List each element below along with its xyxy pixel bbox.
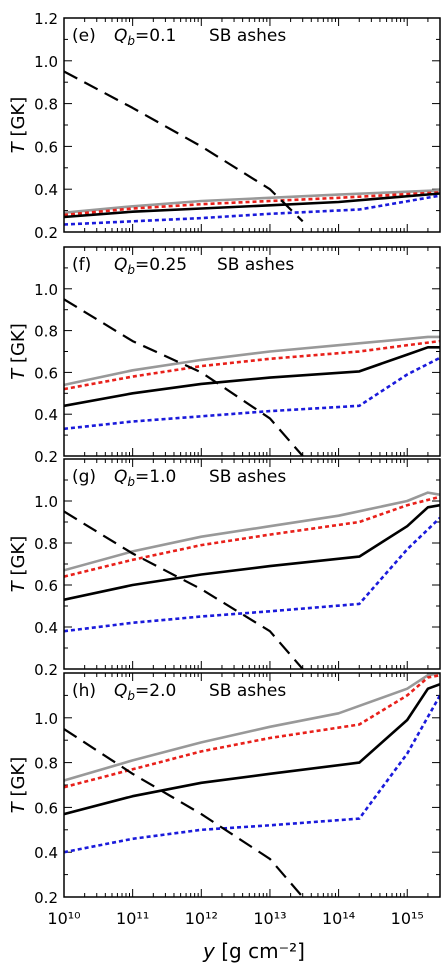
x-tick-label: 10¹³: [253, 909, 286, 928]
panel-h: 0.2 0.4 0.6 0.8 1.0 (h) Qb=2.0 SB ashes T [GK]: [8, 672, 441, 907]
panel-label: (f): [72, 255, 91, 275]
series-line-1: [64, 191, 440, 217]
plot-frame: [63, 246, 441, 457]
panel-label: (g): [72, 467, 96, 487]
series-group: [64, 298, 440, 456]
series-line-2: [64, 192, 440, 219]
series-line-4: [64, 298, 304, 456]
series-group: [64, 70, 440, 226]
y-tick-label: 0.2: [34, 661, 58, 679]
series-line-2: [64, 682, 440, 816]
ash-label: SB ashes: [209, 467, 286, 487]
y-tick-label: 0.4: [34, 619, 58, 637]
x-tick-label: 10¹⁰: [47, 909, 80, 928]
panel-label: (h): [72, 681, 96, 701]
y-axis-label: T [GK]: [8, 97, 29, 154]
y-axis-label: T [GK]: [8, 536, 29, 593]
y-tick-label: 0.2: [34, 448, 58, 466]
y-tick-label: 0.6: [34, 799, 58, 817]
y-tick-label: 0.8: [34, 755, 58, 773]
y-tick-label: 1.0: [34, 281, 58, 299]
y-tick-label: 0.4: [34, 181, 58, 199]
series-line-1: [64, 339, 440, 391]
series-line-2: [64, 503, 440, 601]
x-tick-label: 10¹⁵: [391, 909, 424, 928]
y-tick-label: 1.0: [34, 710, 58, 728]
series-line-0: [64, 189, 440, 214]
y-tick-label: 0.8: [34, 323, 58, 341]
series-group: [64, 491, 440, 669]
y-tick-label: 0.4: [34, 406, 58, 424]
y-tick-label: 0.6: [34, 364, 58, 382]
ash-label: SB ashes: [209, 681, 286, 701]
qb-label: Qb=0.25: [114, 255, 187, 277]
plot-frame: [63, 17, 441, 233]
y-tick-label: 0.8: [34, 96, 58, 114]
x-tick-label: 10¹⁴: [322, 909, 355, 928]
ash-label: SB ashes: [217, 255, 294, 275]
plot-frame: [63, 672, 441, 898]
series-line-1: [64, 673, 440, 789]
y-tick-label: 0.8: [34, 535, 58, 553]
panel-g: 0.2 0.4 0.6 0.8 1.0 (g) Qb=1.0 SB ashes T [GK]: [8, 458, 441, 679]
y-tick-label: 0.6: [34, 138, 58, 156]
panel-f: 0.2 0.4 0.6 0.8 1.0 (f) Qb=0.25 SB ashes T [GK]: [8, 246, 441, 466]
series-line-2: [64, 345, 440, 408]
y-tick-label: 0.2: [34, 224, 58, 242]
x-axis: 10¹⁰ 10¹¹ 10¹² 10¹³ 10¹⁴ 10¹⁵: [47, 909, 423, 928]
y-axis-label: T [GK]: [8, 757, 29, 814]
series-line-3: [64, 516, 440, 633]
y-tick-label: 0.6: [34, 577, 58, 595]
series-line-0: [64, 491, 440, 572]
series-line-0: [64, 673, 440, 782]
series-line-1: [64, 495, 440, 578]
y-tick-label: 0.2: [34, 889, 58, 907]
panel-label: (e): [72, 26, 96, 46]
ash-label: SB ashes: [209, 26, 286, 46]
series-line-4: [64, 728, 304, 897]
series-line-0: [64, 335, 440, 387]
qb-label: Qb=1.0: [114, 467, 176, 489]
series-line-3: [64, 194, 440, 226]
x-tick-label: 10¹²: [185, 909, 218, 928]
y-tick-label: 1.2: [34, 10, 58, 28]
qb-label: Qb=2.0: [114, 681, 176, 703]
y-tick-label: 0.4: [34, 844, 58, 862]
plot-frame: [63, 458, 441, 670]
y-axis-label: T [GK]: [8, 323, 29, 380]
series-line-4: [64, 510, 304, 669]
x-axis-label: y [g cm⁻²]: [202, 939, 305, 963]
panel-e: 0.2 0.4 0.6 0.8 1.0 1.2 (e) Qb=0.1 SB ashes T [GK…: [8, 10, 441, 242]
y-tick-label: 1.0: [34, 53, 58, 71]
series-group: [64, 673, 440, 897]
series-line-3: [64, 694, 440, 854]
y-tick-label: 1.0: [34, 493, 58, 511]
x-tick-label: 10¹¹: [116, 909, 149, 928]
chart-panels: 0.2 0.4 0.6 0.8 1.0 1.2 (e) Qb=0.1 SB ashes T [GK…: [8, 10, 441, 907]
series-line-4: [64, 70, 304, 223]
series-line-3: [64, 356, 440, 431]
qb-label: Qb=0.1: [114, 26, 176, 48]
